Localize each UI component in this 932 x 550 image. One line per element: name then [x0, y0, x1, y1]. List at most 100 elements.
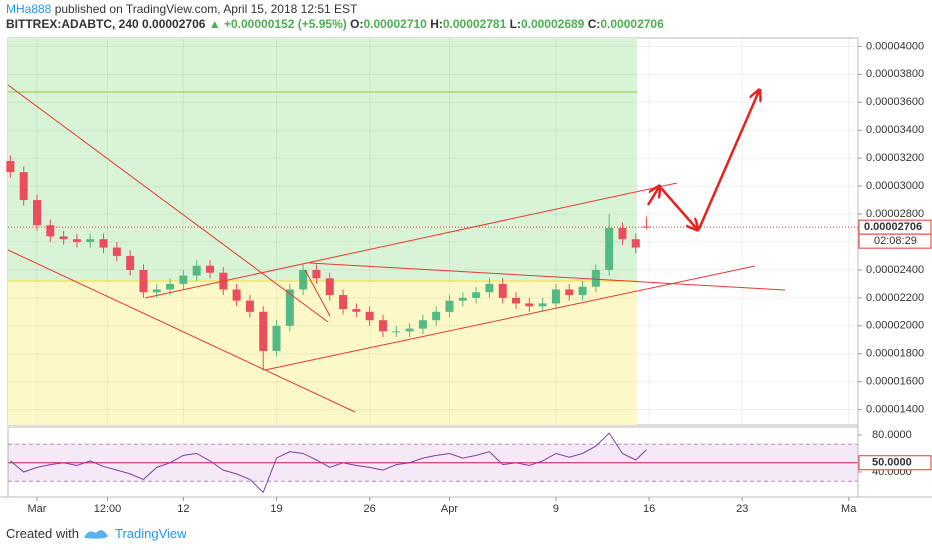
y-tick-label: 0.00003400 [866, 124, 924, 136]
ohlc-value: 0.00002689 [520, 17, 585, 31]
candle-body [631, 239, 640, 248]
rsi-line [10, 432, 647, 494]
brand[interactable]: TradingView [114, 526, 187, 541]
symbol-line: BITTREX:ADABTC, 240 0.00002706 ▲ +0.0000… [6, 17, 664, 32]
axes: 0.00001400 0.00001600 0.00001800 0.00002000… [8, 40, 932, 515]
candle-body [392, 331, 401, 333]
brand-logo [84, 530, 108, 539]
last-price-label: 0.00002706 [864, 221, 922, 233]
ohlc-value: 0.00002710 [363, 17, 427, 31]
candle-body [139, 269, 148, 293]
y-tick-label: 0.00003800 [866, 68, 924, 80]
rsi-mid-box [858, 455, 932, 471]
candle-body [538, 303, 547, 307]
y-tick-label: 0.00002400 [866, 264, 924, 276]
y-tick-label: 0.00002800 [866, 208, 924, 220]
candle-body [33, 200, 42, 226]
grid [8, 38, 858, 425]
y-tick-label: 0.00001400 [866, 404, 924, 416]
candle-body [565, 289, 574, 296]
rsi-panel [8, 432, 858, 494]
x-tick-label: 12:00 [94, 503, 122, 515]
candle-body [458, 297, 467, 301]
footer: Created with TradingView [6, 526, 187, 541]
candle-body [6, 160, 15, 173]
candle-body [152, 289, 161, 293]
trend-line [7, 249, 356, 413]
candle-body [578, 286, 587, 296]
publish-line: MHa888 published on TradingView.com, Apr… [6, 2, 664, 17]
candle-body [179, 275, 188, 284]
published: published on TradingView.com, April 15, … [54, 2, 358, 16]
arrow [660, 187, 697, 229]
ohlc-value: 0.00002781 [442, 17, 507, 31]
change: ▲ +0.00000152 (+5.95%) [208, 17, 347, 31]
rsi-mid-label: 50.0000 [872, 457, 912, 469]
candle-body [525, 303, 534, 307]
candle-body [618, 228, 627, 240]
x-tick-label: 16 [643, 503, 655, 515]
candle-body [72, 239, 81, 242]
candle-body [166, 283, 175, 290]
candle-body [551, 289, 560, 304]
trend-line [144, 182, 678, 299]
candle-body [352, 309, 361, 312]
x-tick-label: 26 [364, 503, 376, 515]
trend-lines [7, 84, 786, 413]
candle-body [285, 289, 294, 326]
candle-body [59, 236, 68, 240]
y-tick-label: 0.00004000 [866, 40, 924, 52]
y-tick-label: 0.00003600 [866, 96, 924, 108]
candles [6, 155, 651, 371]
y-tick-label: 0.00003000 [866, 180, 924, 192]
candle-body [378, 320, 387, 332]
candle-body [365, 311, 374, 321]
rsi-frame [7, 426, 859, 498]
y-tick-label: 0.00002200 [866, 292, 924, 304]
trend-line [309, 262, 786, 291]
candle-body [259, 311, 268, 351]
x-tick-label: Ma [841, 503, 857, 515]
symbol: BITTREX:ADABTC, 240 [6, 17, 139, 31]
y-tick-label: 0.00001800 [866, 348, 924, 360]
price: 0.00002706 [142, 17, 206, 31]
x-tick-label: Mar [28, 503, 47, 515]
x-tick-label: 12 [177, 503, 189, 515]
x-tick-label: Apr [441, 503, 458, 515]
candle-body [405, 328, 414, 332]
ohlc-value: 0.00002706 [600, 17, 664, 31]
candle-body [418, 320, 427, 329]
x-tick-label: 9 [553, 503, 559, 515]
x-tick-label: 19 [270, 503, 282, 515]
candle-body [445, 300, 454, 312]
ohlc-label: O: [350, 17, 364, 31]
candle-body [46, 225, 55, 237]
candle-body [642, 226, 651, 228]
candle-body [192, 265, 201, 276]
candle-body [432, 311, 441, 321]
arrow [697, 91, 759, 230]
countdown-box [858, 233, 932, 249]
candle-body [472, 292, 481, 298]
candle-body [312, 269, 321, 279]
candle-body [126, 255, 135, 270]
y-tick-label: 0.00002000 [866, 320, 924, 332]
candle-body [205, 265, 214, 273]
ohlc-label: L: [509, 17, 521, 31]
trend-line [7, 84, 329, 323]
candle-body [86, 239, 95, 242]
y-tick-label: 0.00003200 [866, 152, 924, 164]
candle-body [272, 325, 281, 351]
countdown: 02:08:29 [874, 235, 917, 247]
trend-line [304, 269, 331, 317]
ohlc-label: C: [587, 17, 601, 31]
author: MHa888 [6, 2, 52, 16]
created-with: Created with [6, 526, 79, 541]
header: MHa888 published on TradingView.com, Apr… [6, 2, 664, 32]
y-tick-label: 0.00001600 [866, 376, 924, 388]
candle-body [498, 283, 507, 298]
candle-body [605, 228, 614, 270]
target-zone [8, 38, 637, 280]
